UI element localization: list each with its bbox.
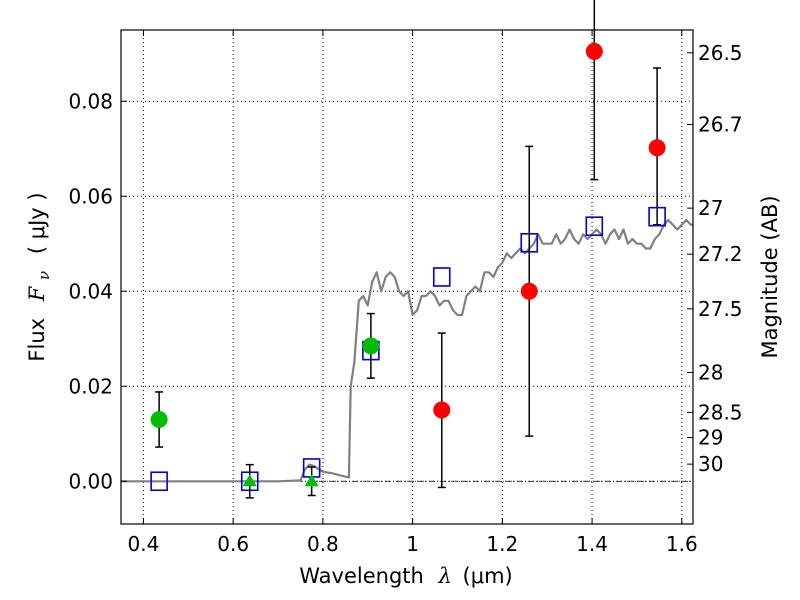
x-axis-label-unit: (μm) xyxy=(463,564,513,588)
data-markers xyxy=(150,42,666,492)
magnitude-tick-label: 29 xyxy=(698,426,723,450)
magnitude-tick-label: 27 xyxy=(698,196,723,220)
model-flux-square-marker xyxy=(585,216,604,236)
x-tick-label: 1 xyxy=(406,532,419,556)
y-axis-label-symbol: F xyxy=(25,285,49,302)
x-tick-label: 0.6 xyxy=(217,532,249,556)
upper-limit-triangle-marker xyxy=(242,474,257,487)
y-axis-label-text: Flux xyxy=(25,318,49,362)
y-tick-label: 0.00 xyxy=(68,469,113,493)
plot-frame xyxy=(120,29,694,525)
magnitude-tick-label: 28.5 xyxy=(698,400,743,424)
x-tick-label: 0.8 xyxy=(307,532,339,556)
model-spectrum-line xyxy=(121,218,693,483)
x-axis-label-text: Wavelength xyxy=(299,564,424,588)
error-bars xyxy=(155,0,662,499)
x-tick-label: 0.4 xyxy=(128,532,160,556)
magnitude-tick-label: 28 xyxy=(698,360,723,384)
y-tick-label: 0.04 xyxy=(68,279,113,303)
model-flux-square-marker xyxy=(432,267,451,287)
magnitude-tick-label: 26.5 xyxy=(698,41,743,65)
y-axis-label-subscript: ν xyxy=(35,271,53,280)
model-flux-square-marker xyxy=(520,233,539,253)
hst-acs-detections-circle-marker xyxy=(150,411,168,428)
x-axis-label: Wavelength λ (μm) xyxy=(299,564,512,588)
hst-wfc3-detections-circle-marker xyxy=(585,42,603,60)
magnitude-tick-label: 30 xyxy=(698,452,723,476)
x-tick-label: 1.2 xyxy=(486,532,518,556)
y-axis-label: Flux F ν ( μJy ) xyxy=(25,192,54,361)
magnitude-tick-label: 26.7 xyxy=(698,113,743,137)
hst-wfc3-detections-circle-marker xyxy=(433,401,451,419)
y-tick-label: 0.02 xyxy=(68,374,113,398)
x-tick-label: 1.6 xyxy=(666,532,698,556)
y-axis-label-unit: ( μJy ) xyxy=(25,192,49,254)
axis-ticks: 0.4 0.6 0.8 1 1.2 1.4 1.6 0.00 0.02 0.04 0.06 0.08 2… xyxy=(68,30,743,556)
hst-wfc3-detections-circle-marker xyxy=(648,139,666,157)
x-tick-label: 1.4 xyxy=(576,532,608,556)
model-spectrum-layer xyxy=(121,218,693,483)
x-axis-label-symbol: λ xyxy=(438,564,452,588)
model-flux-square-marker xyxy=(150,471,168,492)
magnitude-tick-label: 27.2 xyxy=(698,242,743,266)
y-tick-label: 0.06 xyxy=(68,184,113,208)
magnitude-axis-label: Magnitude (AB) xyxy=(758,195,782,358)
hst-acs-detections-circle-marker xyxy=(362,337,380,355)
y-tick-label: 0.08 xyxy=(68,89,113,113)
upper-limit-triangle-marker xyxy=(304,474,319,487)
hst-wfc3-detections-circle-marker xyxy=(520,282,538,300)
model-flux-square-marker xyxy=(648,206,666,227)
gridlines xyxy=(121,30,693,524)
model-flux-square-marker xyxy=(240,471,259,492)
magnitude-tick-label: 27.5 xyxy=(698,297,743,321)
